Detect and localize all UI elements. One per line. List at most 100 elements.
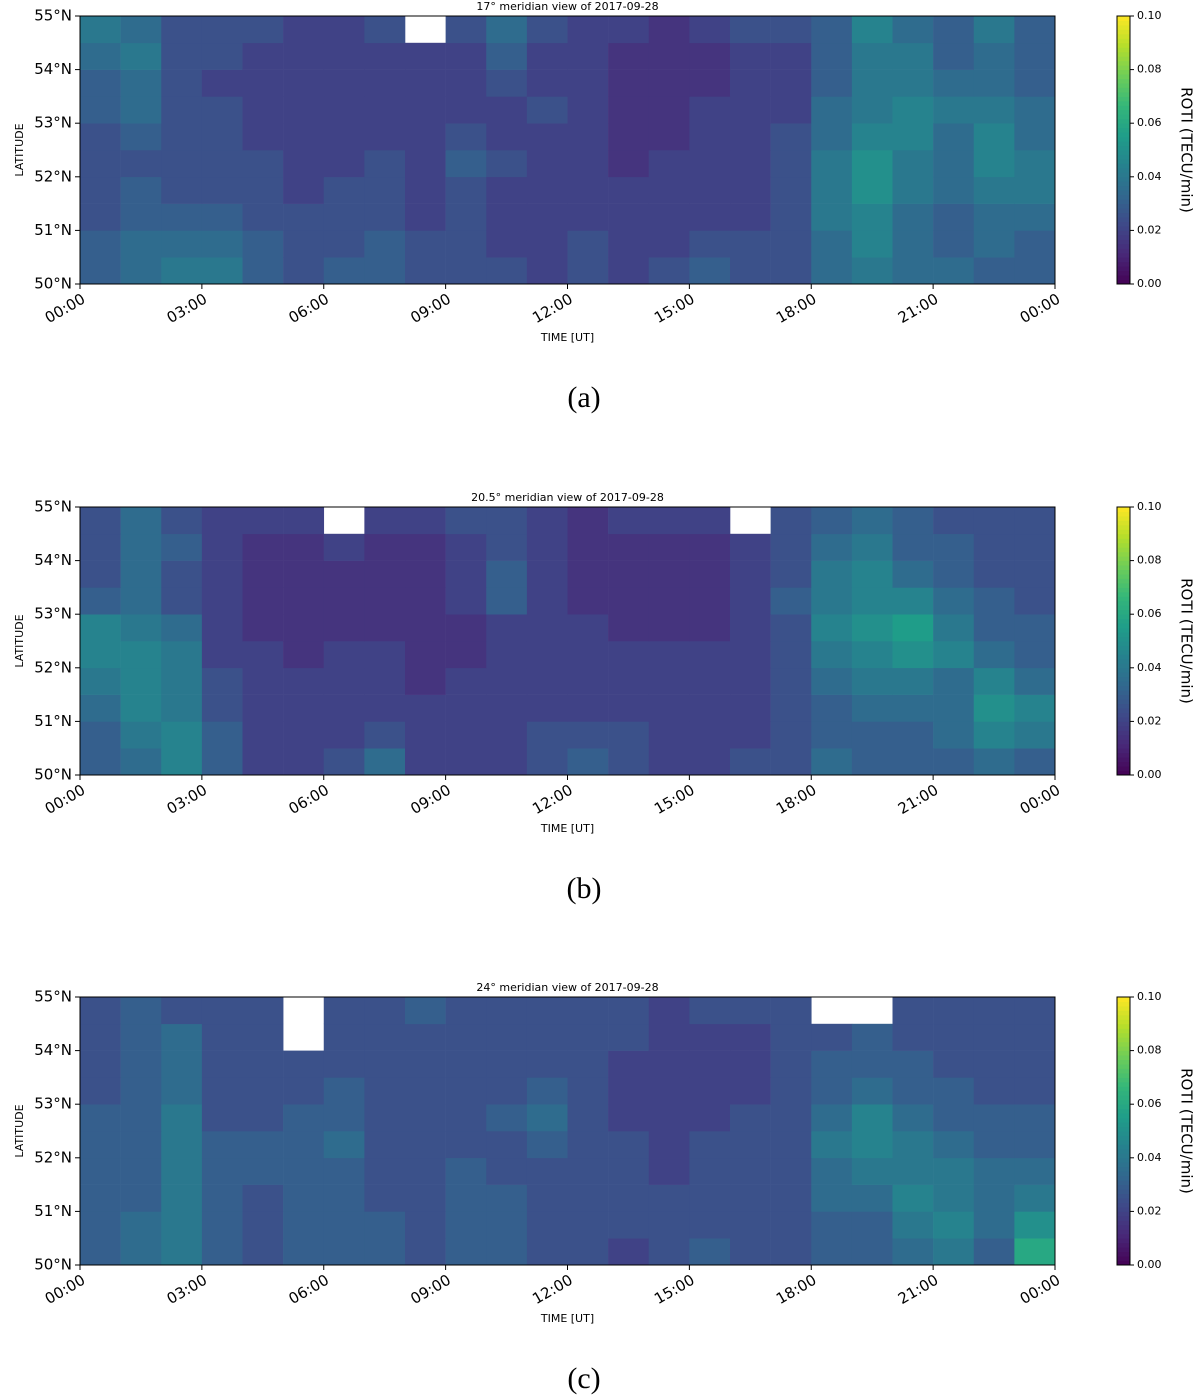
heatmap-cell <box>892 96 934 124</box>
heatmap-cell <box>689 1023 731 1051</box>
heatmap-cell <box>567 694 609 722</box>
colorbar-segment <box>1117 1005 1130 1011</box>
heatmap-cell <box>973 533 1015 561</box>
colorbar-tick-label: 0.08 <box>1137 63 1162 76</box>
heatmap-cell <box>689 533 731 561</box>
heatmap-cell <box>689 694 731 722</box>
heatmap-cell <box>1014 587 1056 615</box>
heatmap-cell <box>323 1238 365 1266</box>
heatmap-cell <box>892 176 934 204</box>
heatmap-cell <box>120 1157 162 1185</box>
heatmap-cell <box>80 587 121 615</box>
heatmap-cell <box>486 1077 528 1105</box>
heatmap-cell <box>242 1104 284 1132</box>
colorbar-segment <box>1117 257 1130 263</box>
heatmap-cell <box>648 507 690 535</box>
heatmap-cell <box>851 694 893 722</box>
heatmap-cell <box>323 1131 365 1159</box>
heatmap-cell <box>933 1050 975 1078</box>
heatmap-cell <box>851 42 893 70</box>
colorbar-segment <box>1117 16 1130 21</box>
heatmap-cell <box>80 150 121 178</box>
heatmap-cell <box>445 203 487 231</box>
heatmap-cell <box>811 230 853 258</box>
heatmap-cell <box>689 16 731 44</box>
heatmap-cell <box>933 1023 975 1051</box>
colorbar-segment <box>1117 145 1130 151</box>
heatmap-cell <box>730 150 771 178</box>
heatmap-cell <box>811 1077 853 1105</box>
heatmap-cell <box>283 150 325 178</box>
heatmap-cell <box>526 614 568 642</box>
heatmap-cell <box>851 560 893 588</box>
heatmap-cell <box>933 507 975 535</box>
colorbar-segment <box>1117 761 1130 767</box>
heatmap-cell <box>526 1023 568 1051</box>
heatmap-cell <box>1014 42 1056 70</box>
colorbar-segment <box>1117 29 1130 35</box>
heatmap-cell <box>201 230 243 258</box>
heatmap-cell <box>364 614 406 642</box>
heatmap-cell <box>242 641 284 669</box>
heatmap-cell <box>892 1104 934 1132</box>
heatmap-cell <box>323 721 365 749</box>
heatmap-cell <box>811 1238 853 1266</box>
heatmap-cell <box>770 150 812 178</box>
heatmap-cell <box>323 748 365 776</box>
heatmap-cell <box>851 667 893 695</box>
heatmap-cell <box>933 641 975 669</box>
heatmap-cell <box>851 1184 893 1212</box>
heatmap-cell <box>201 257 243 285</box>
heatmap-cell <box>1014 694 1056 722</box>
heatmap-cell <box>405 1184 446 1212</box>
colorbar-segment <box>1117 574 1130 579</box>
x-tick-label: 06:00 <box>286 1271 332 1308</box>
colorbar-segment <box>1117 533 1130 539</box>
heatmap-cell <box>120 1238 162 1266</box>
colorbar-segment <box>1117 176 1130 182</box>
colorbar-segment <box>1117 1095 1130 1101</box>
heatmap-cell <box>730 1023 771 1051</box>
heatmap-cell <box>283 42 325 70</box>
colorbar-segment <box>1117 114 1130 120</box>
heatmap-cell <box>80 176 121 204</box>
heatmap-cell <box>608 257 650 285</box>
x-tick-label: 15:00 <box>651 290 697 327</box>
heatmap-cell <box>648 1050 690 1078</box>
heatmap-cell <box>323 533 365 561</box>
colorbar-segment <box>1117 690 1130 696</box>
colorbar-segment <box>1117 1198 1130 1203</box>
heatmap-cell <box>892 69 934 97</box>
heatmap-cell <box>201 533 243 561</box>
heatmap-cell <box>648 614 690 642</box>
heatmap-cell <box>973 641 1015 669</box>
heatmap-cell <box>973 16 1015 44</box>
x-axis-label: TIME [UT] <box>540 1312 594 1325</box>
colorbar-segment <box>1117 632 1130 638</box>
colorbar-segment <box>1117 136 1130 142</box>
heatmap-cell <box>364 997 406 1025</box>
heatmap-cell <box>405 1211 446 1239</box>
colorbar-segment <box>1117 663 1130 669</box>
x-axis-label: TIME [UT] <box>540 822 594 835</box>
heatmap-cell <box>526 748 568 776</box>
heatmap-cell <box>486 1023 528 1051</box>
colorbar-segment <box>1117 56 1130 62</box>
heatmap-cell <box>161 96 203 124</box>
heatmap-cell <box>364 587 406 615</box>
heatmap-cell <box>445 123 487 151</box>
heatmap-cell <box>608 69 650 97</box>
heatmap-cell <box>933 1184 975 1212</box>
heatmap-cell <box>1014 16 1056 44</box>
y-tick-label: 52°N <box>34 167 72 185</box>
colorbar-segment <box>1117 721 1130 727</box>
colorbar-segment <box>1117 1162 1130 1168</box>
y-tick-label: 54°N <box>34 551 72 569</box>
colorbar-segment <box>1117 1206 1130 1212</box>
heatmap-cell <box>161 721 203 749</box>
heatmap-cell <box>770 176 812 204</box>
heatmap-cell <box>201 1077 243 1105</box>
x-tick-label: 00:00 <box>42 290 88 327</box>
heatmap-cell <box>526 150 568 178</box>
heatmap-cell <box>851 721 893 749</box>
